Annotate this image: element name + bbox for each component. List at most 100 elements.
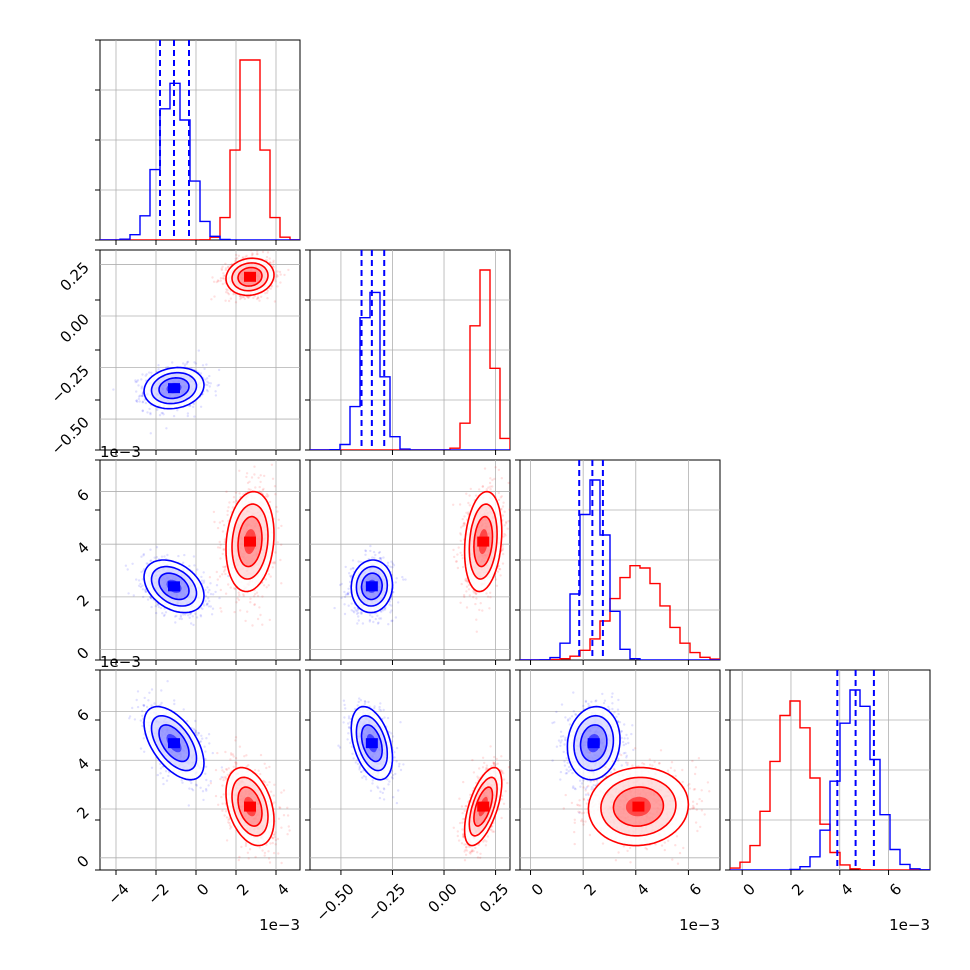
scatter-point — [186, 414, 189, 418]
scatter-point — [394, 616, 398, 619]
scatter-point — [216, 546, 220, 549]
scatter-point — [189, 613, 192, 616]
scatter-point — [460, 582, 463, 586]
scatter-point — [268, 618, 271, 622]
scatter-point — [226, 265, 230, 268]
scatter-point — [192, 555, 196, 558]
scatter-point — [175, 614, 178, 618]
scatter-point — [126, 568, 129, 571]
scatter-point — [500, 495, 503, 498]
scatter-point — [221, 282, 224, 286]
scatter-point — [266, 259, 269, 262]
scatter-point — [146, 411, 149, 414]
scatter-point — [244, 255, 247, 258]
scatter-point — [261, 623, 264, 626]
scatter-point — [372, 550, 376, 554]
scatter-point — [247, 296, 250, 299]
scatter-point — [144, 374, 147, 377]
scatter-point — [229, 297, 233, 300]
scatter-point — [277, 518, 280, 521]
scatter-point — [214, 394, 218, 397]
scatter-point — [269, 575, 272, 578]
scatter-point — [140, 394, 143, 398]
scatter-point — [227, 506, 230, 509]
scatter-point — [343, 595, 347, 599]
scatter-point — [137, 395, 141, 398]
scatter-point — [256, 617, 260, 621]
scatter-point — [274, 551, 277, 554]
scatter-point — [208, 385, 211, 388]
scatter-point — [343, 590, 346, 594]
scatter-point — [156, 408, 159, 412]
scatter-point — [258, 606, 261, 609]
scatter-point — [259, 480, 262, 484]
scatter-point — [245, 475, 248, 479]
scatter-point — [387, 623, 390, 626]
scatter-point — [223, 568, 227, 571]
scatter-point — [274, 280, 277, 283]
scatter-point — [250, 476, 254, 479]
scatter-point — [216, 526, 220, 530]
scatter-point — [155, 556, 159, 559]
scatter-point — [226, 289, 229, 292]
scatter-point — [142, 569, 145, 572]
scatter-point — [219, 543, 222, 546]
scatter-point — [261, 595, 264, 598]
scatter-point — [250, 254, 254, 257]
scatter-point — [355, 610, 359, 613]
scatter-point — [344, 593, 348, 596]
scatter-point — [135, 578, 138, 581]
scatter-point — [374, 617, 377, 621]
y-tick-label: 2 — [73, 591, 92, 610]
scatter-point — [489, 488, 492, 491]
scatter-point — [206, 390, 209, 393]
scatter-point — [256, 594, 260, 598]
scatter-point — [166, 366, 170, 369]
scatter-point — [204, 383, 207, 386]
scatter-point — [192, 623, 195, 627]
density-contour — [225, 490, 275, 593]
scatter-point — [501, 544, 504, 547]
scatter-point — [174, 621, 177, 624]
scatter-point — [276, 275, 279, 278]
scatter-point — [279, 558, 282, 562]
scatter-point — [357, 619, 360, 622]
scatter-point — [149, 432, 152, 435]
scatter-point — [148, 371, 151, 374]
scatter-point — [220, 610, 223, 613]
scatter-point — [150, 371, 153, 374]
scatter-point — [372, 620, 375, 624]
scatter-point — [205, 602, 209, 606]
scatter-point — [159, 606, 163, 610]
scatter-point — [271, 264, 275, 268]
scatter-point — [269, 261, 272, 265]
scatter-point — [357, 615, 360, 618]
scatter-point — [134, 379, 137, 382]
scatter-point — [231, 506, 235, 509]
scatter-point — [174, 615, 177, 618]
scatter-point — [149, 413, 152, 416]
scatter-point — [357, 611, 360, 615]
scatter-point — [222, 274, 225, 278]
scatter-point — [203, 367, 206, 371]
scatter-point — [280, 524, 283, 528]
scatter-point — [457, 546, 460, 549]
scatter-point — [258, 485, 261, 489]
scatter-point — [163, 555, 166, 558]
scatter-point — [461, 524, 464, 528]
scatter-point — [499, 574, 502, 577]
scatter-point — [474, 602, 477, 606]
scatter-point — [475, 597, 478, 600]
scatter-point — [217, 383, 221, 387]
scatter-point — [220, 267, 223, 270]
scatter-point — [348, 572, 351, 575]
scatter-point — [502, 501, 505, 504]
scatter-point — [255, 297, 259, 301]
scatter-point — [156, 603, 160, 607]
scatter-point — [273, 560, 276, 564]
scatter-point — [246, 481, 250, 485]
scatter-point — [242, 295, 246, 299]
scatter-point — [224, 267, 228, 270]
scatter-point — [145, 373, 148, 376]
